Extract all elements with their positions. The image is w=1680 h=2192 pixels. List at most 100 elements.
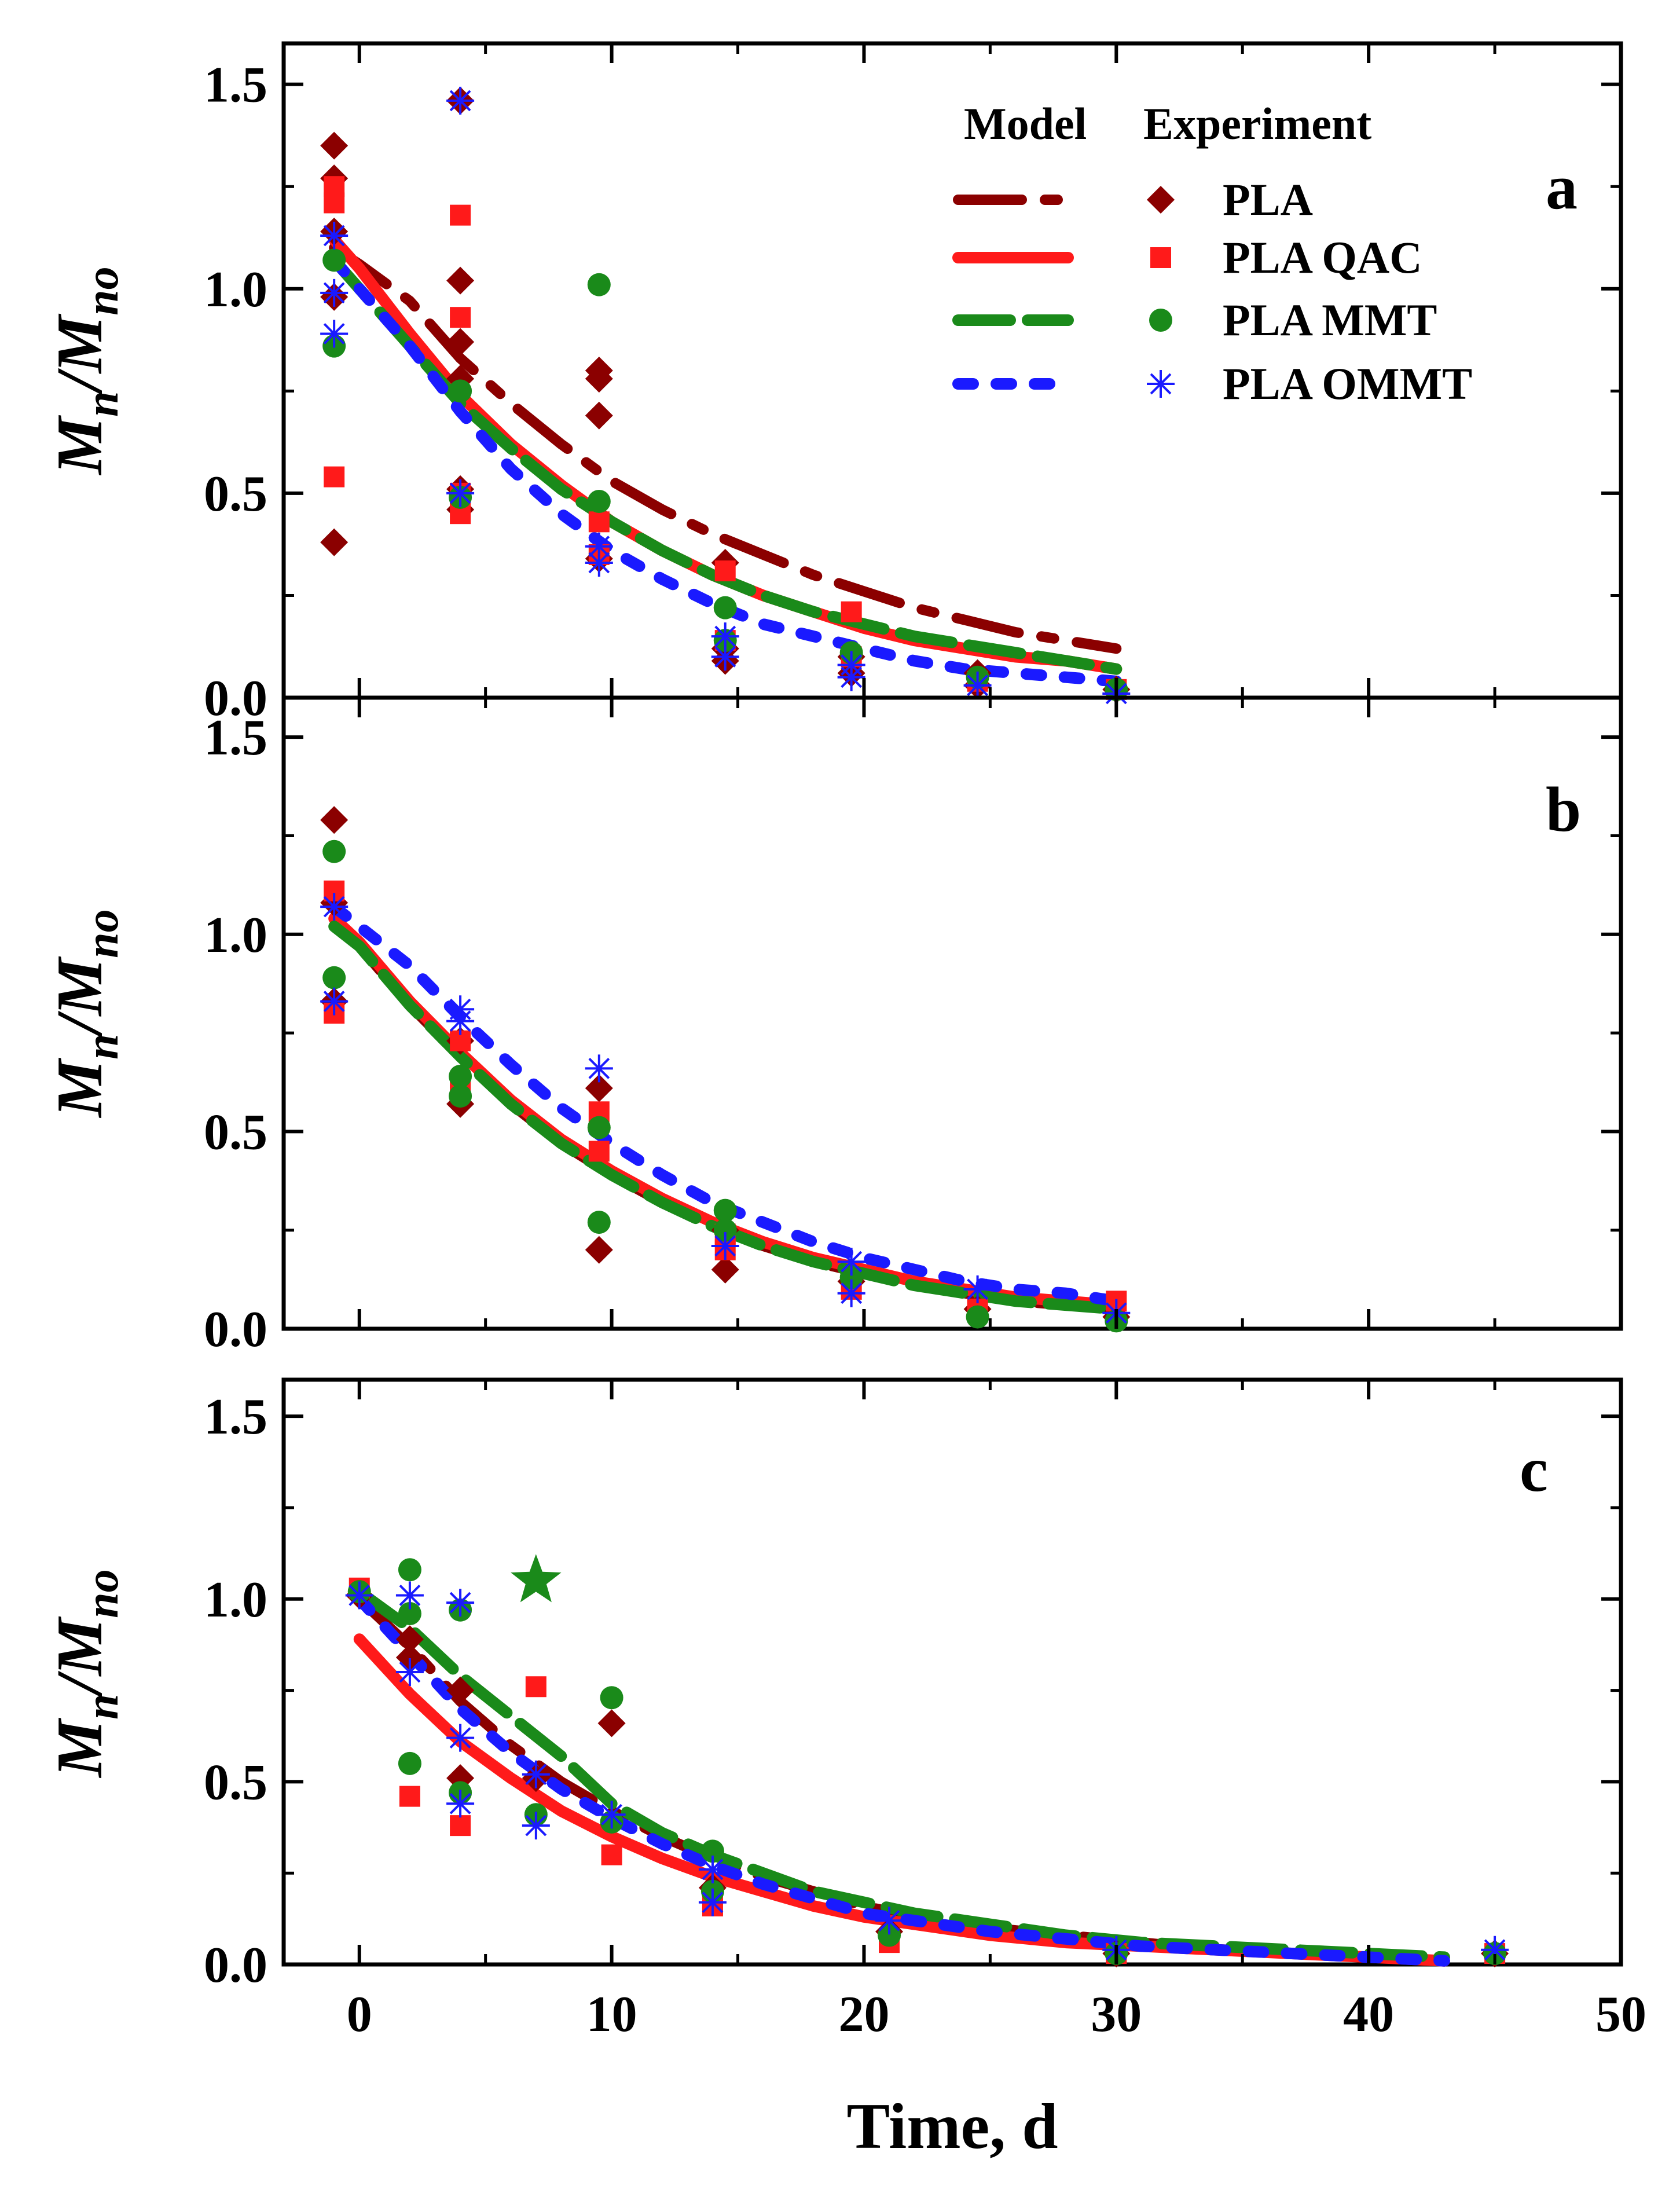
data-point-a-pla-ommt	[711, 643, 739, 671]
y-axis-title-c: Mn/Mno	[44, 1569, 128, 1778]
data-point-a-pla	[320, 131, 349, 160]
legend-marker-pla	[1147, 186, 1175, 214]
data-point-c-pla	[446, 1676, 475, 1705]
y-title-a-sub2: no	[77, 266, 128, 316]
data-point-c-pla-ommt	[446, 1790, 475, 1818]
data-point-c-pla-ommt	[698, 1855, 727, 1883]
legend-marker-pla-mmt	[1149, 309, 1172, 332]
data-point-a-pla-ommt	[711, 622, 739, 651]
legend-label-pla: PLA	[1223, 174, 1313, 225]
data-point-b-pla-ommt	[320, 987, 349, 1016]
data-point-c-pla-mmt	[600, 1686, 623, 1710]
y-tick-label-c: 1.5	[204, 1389, 267, 1445]
star-marker-c	[511, 1554, 562, 1603]
data-point-c-pla	[395, 1625, 424, 1654]
y-tick-label-a: 0.0	[204, 670, 267, 727]
data-point-a-pla-mmt	[449, 379, 472, 403]
data-point-c-pla-ommt	[522, 1760, 550, 1788]
data-point-b-pla-mmt	[587, 1116, 611, 1139]
legend-label-pla-ommt: PLA OMMT	[1223, 358, 1472, 409]
data-point-a-pla-ommt	[320, 278, 349, 307]
data-point-c-pla-ommt	[446, 1724, 475, 1752]
y-tick-label-b: 1.0	[204, 907, 267, 963]
data-point-a-pla-ommt	[585, 548, 613, 577]
data-point-b-pla-ommt	[446, 1007, 475, 1035]
data-point-c-pla-mmt	[700, 1839, 724, 1863]
data-point-b-pla-mmt	[322, 840, 346, 863]
data-point-b-pla	[320, 806, 349, 834]
data-point-c-pla-ommt	[395, 1658, 424, 1686]
data-point-b-pla-ommt	[585, 1054, 613, 1083]
panel-label-a: a	[1546, 152, 1578, 222]
data-point-a-pla-qac	[450, 307, 471, 328]
data-point-b-pla-mmt	[966, 1305, 989, 1329]
y-tick-label-c: 1.0	[204, 1572, 267, 1628]
data-point-a-pla-ommt	[446, 479, 475, 507]
data-point-a-pla-mmt	[587, 490, 611, 513]
data-point-a-pla-qac	[588, 511, 610, 533]
data-point-b-pla	[585, 1074, 613, 1102]
data-point-c-pla	[597, 1709, 626, 1738]
data-point-c-pla-ommt	[597, 1801, 626, 1829]
data-point-a-pla-qac	[450, 204, 471, 226]
panel-c-frame	[281, 1377, 1623, 1967]
model-curve-a-pla-ommt	[328, 254, 1123, 687]
data-point-c-pla-ommt	[345, 1581, 373, 1610]
data-point-c-pla-mmt	[398, 1602, 421, 1625]
data-point-c-pla-qac	[450, 1815, 471, 1837]
data-point-b-pla-mmt	[713, 1198, 737, 1222]
data-point-a-pla	[446, 328, 475, 356]
y-title-c-main: M	[44, 1718, 116, 1779]
svg-text:Mn/Mno: Mn/Mno	[44, 1569, 128, 1778]
legend-label-pla-qac: PLA QAC	[1223, 232, 1422, 283]
legend-label-pla-mmt: PLA MMT	[1223, 295, 1437, 345]
data-point-b-pla-mmt	[713, 1218, 737, 1242]
y-title-c-sub1: n	[77, 1694, 128, 1720]
data-point-c-pla-ommt	[698, 1888, 727, 1916]
data-point-b-pla-ommt	[711, 1231, 739, 1260]
data-point-a-pla-ommt	[446, 86, 475, 115]
y-title-a-mid: /M	[44, 313, 116, 395]
data-point-b-pla-ommt	[837, 1279, 865, 1307]
y-axis-title-b: Mn/Mno	[44, 909, 128, 1118]
y-tick-label-b: 1.5	[204, 710, 267, 766]
panel-c: 0.0 0.5 1.0 1.5 0 10 20 30 40 50 c	[204, 1377, 1646, 2043]
y-title-a-main: M	[44, 415, 116, 476]
data-point-a-pla-qac	[324, 466, 345, 487]
data-point-a-pla-ommt	[837, 663, 865, 691]
legend: Model Experiment PLA PLA QAC PLA MMT PLA OM…	[952, 98, 1472, 409]
svg-text:Mn/Mno: Mn/Mno	[44, 266, 128, 475]
y-tick-label-b: 0.0	[204, 1302, 267, 1358]
data-point-b-pla-ommt	[320, 893, 349, 921]
data-point-b-pla-ommt	[963, 1275, 992, 1303]
data-point-c-pla-qac	[525, 1676, 546, 1698]
data-point-a-pla-ommt	[320, 320, 349, 348]
y-title-b-mid: /M	[44, 956, 116, 1038]
x-tick-label-c: 40	[1343, 1986, 1394, 2043]
data-point-b-pla-ommt	[837, 1248, 865, 1276]
data-point-a-pla-ommt	[320, 221, 349, 250]
legend-marker-pla-qac	[1150, 247, 1171, 268]
y-title-a-sub1: n	[77, 391, 128, 417]
data-point-b-pla	[585, 1236, 613, 1264]
data-point-b-pla	[711, 1255, 739, 1284]
panel-b: 0.0 0.5 1.0 1.5 b	[204, 695, 1623, 1358]
data-point-a-pla-mmt	[322, 248, 346, 272]
legend-model-header: Model	[964, 98, 1087, 149]
data-point-c-pla-ommt	[875, 1907, 904, 1935]
panel-label-b: b	[1546, 774, 1581, 845]
data-point-a-pla-qac	[841, 601, 862, 622]
legend-experiment-header: Experiment	[1143, 98, 1371, 149]
y-title-c-mid: /M	[44, 1616, 116, 1698]
data-point-a-pla	[585, 401, 613, 430]
y-tick-label-c: 0.5	[204, 1754, 267, 1810]
x-tick-label-c: 0	[347, 1986, 372, 2043]
data-point-c-pla-ommt	[395, 1581, 424, 1610]
data-point-a-pla	[585, 365, 613, 393]
data-point-b-pla-qac	[588, 1141, 610, 1162]
x-tick-label-c: 30	[1091, 1986, 1142, 2043]
data-point-c-pla-qac	[601, 1844, 622, 1865]
x-axis-title: Time, d	[846, 2091, 1058, 2162]
model-curve-c-pla-ommt	[353, 1593, 1450, 1967]
panel-a: 0.0 0.5 1.0 1.5 a Model Experiment PLA PLA Q…	[204, 41, 1623, 727]
